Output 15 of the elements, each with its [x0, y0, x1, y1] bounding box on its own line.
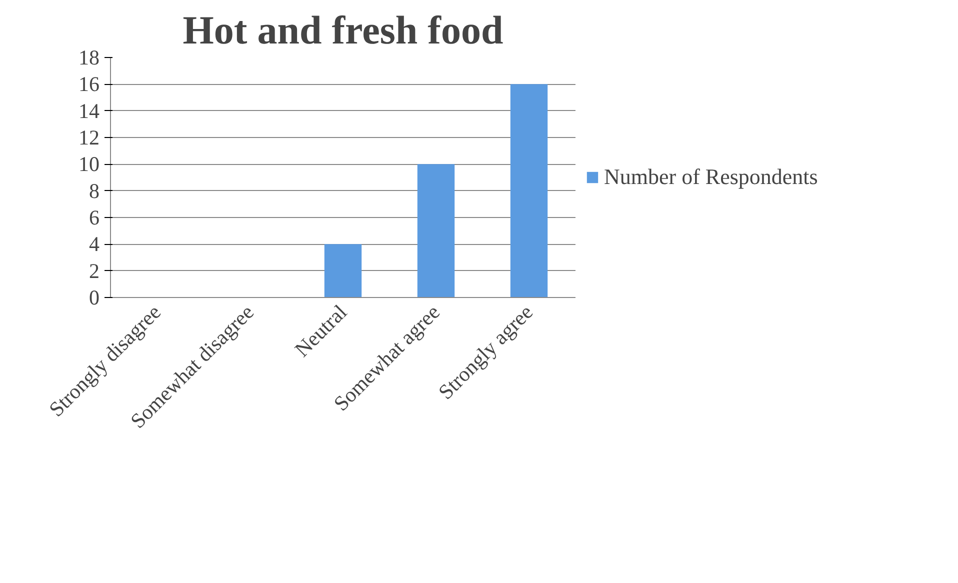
- y-tick-label: 18: [78, 46, 100, 70]
- y-tick-label: 12: [78, 126, 100, 150]
- bar: [324, 244, 362, 298]
- y-tick-label: 0: [89, 286, 100, 310]
- y-tick-label: 16: [78, 72, 100, 96]
- bar: [510, 84, 548, 298]
- legend-label: Number of Respondents: [604, 164, 818, 190]
- chart-title: Hot and fresh food: [182, 8, 504, 52]
- y-tick-label: 10: [78, 152, 100, 176]
- y-tick-label: 14: [78, 98, 100, 123]
- y-tick-label: 6: [89, 206, 100, 230]
- bar: [417, 164, 455, 298]
- y-tick-label: 8: [89, 178, 100, 203]
- y-tick-label: 4: [89, 232, 100, 256]
- y-tick-label: 2: [89, 258, 100, 283]
